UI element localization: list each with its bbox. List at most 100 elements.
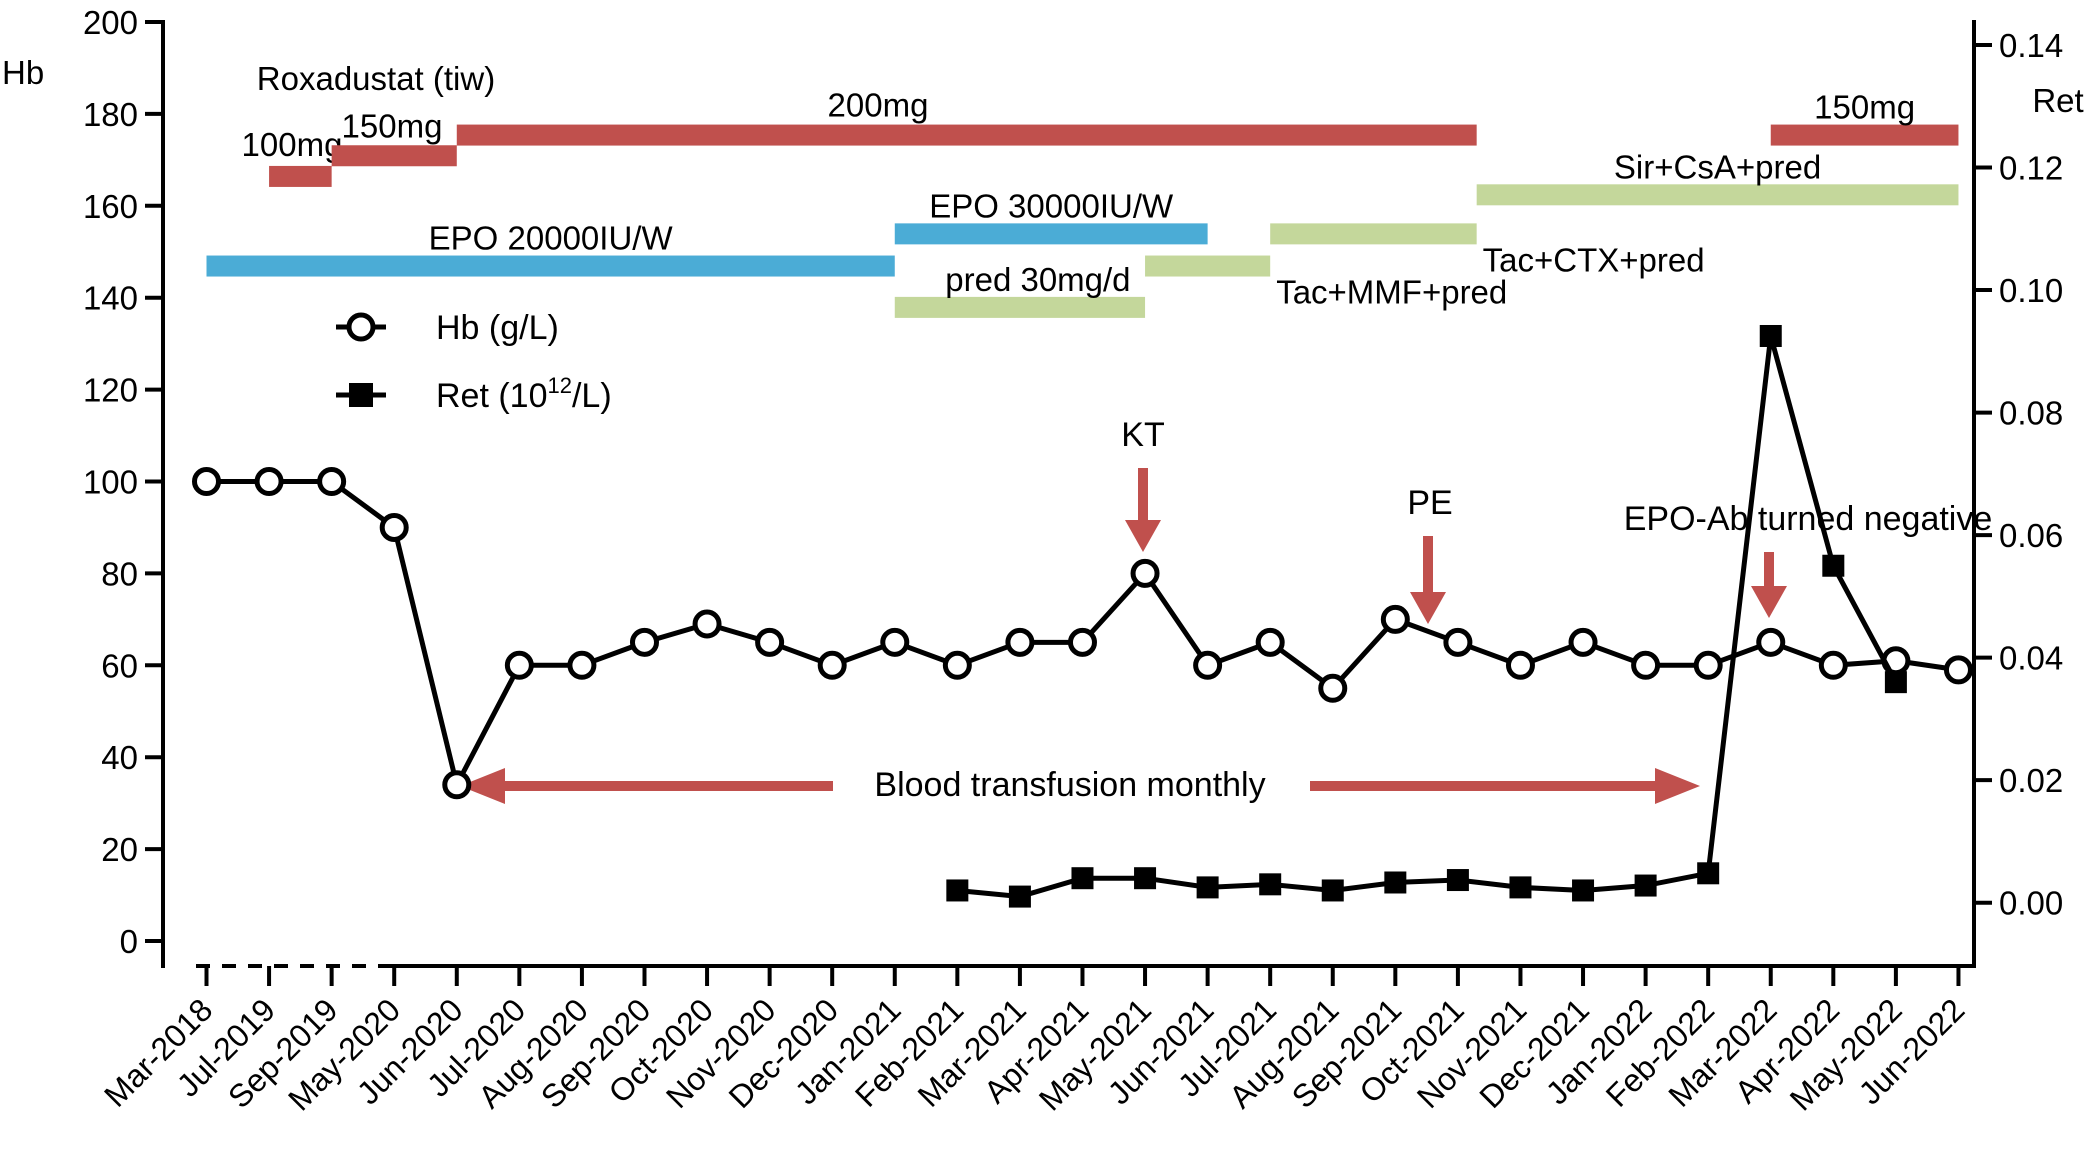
treatment-bar xyxy=(1145,255,1271,277)
treatment-bar-label: EPO 30000IU/W xyxy=(929,187,1174,224)
annotation-label: EPO-Ab turned negative xyxy=(1624,500,1993,538)
transfusion-arrow: Blood transfusion monthly xyxy=(460,766,1700,804)
hb-point xyxy=(1005,627,1035,657)
right-tick-label: 0.14 xyxy=(1999,27,2063,64)
left-tick-label: 140 xyxy=(83,280,138,317)
treatment-bar-label: Tac+MMF+pred xyxy=(1276,274,1507,311)
treatment-bar-label: Tac+CTX+pred xyxy=(1483,241,1705,278)
hb-point xyxy=(1380,604,1410,634)
hb-point xyxy=(567,650,597,680)
ret-point xyxy=(1321,879,1344,902)
left-tick-label: 0 xyxy=(120,923,138,960)
hb-point xyxy=(1818,650,1848,680)
left-tick-label: 100 xyxy=(83,464,138,501)
treatment-bar-label: 150mg xyxy=(1814,89,1915,126)
hb-point xyxy=(317,467,347,496)
ret-point xyxy=(946,879,969,902)
treatment-bar-label: 100mg xyxy=(242,126,343,163)
left-ticks: 0 20 40 60 80 100 120 140 160 180 200 xyxy=(83,4,163,960)
ret-point xyxy=(1697,862,1720,885)
hb-point xyxy=(1443,627,1473,657)
hb-point xyxy=(1631,650,1661,680)
legend-item-hb: Hb (g/L) xyxy=(336,309,559,347)
right-tick-label: 0.12 xyxy=(1999,150,2063,187)
ret-point xyxy=(1509,876,1532,899)
annotation-arrow-head xyxy=(1751,586,1787,618)
ret-series xyxy=(946,324,1907,908)
right-tick-label: 0.10 xyxy=(1999,272,2063,309)
x-ticks: Mar-2018Jul-2019Sep-2019May-2020Jun-2020… xyxy=(97,966,1971,1118)
ret-point xyxy=(1134,867,1157,890)
annotation-label: KT xyxy=(1121,416,1164,454)
left-tick-label: 120 xyxy=(83,372,138,409)
hb-point xyxy=(755,627,785,657)
hb-point xyxy=(1067,627,1097,657)
treatment-bar xyxy=(1770,124,1959,146)
ret-point xyxy=(1634,874,1657,897)
treatment-bar xyxy=(894,223,1208,245)
hb-point xyxy=(1943,655,1973,685)
hb-point xyxy=(192,467,221,496)
hb-series xyxy=(192,467,1973,800)
left-tick-label: 180 xyxy=(83,96,138,133)
left-tick-label: 20 xyxy=(101,831,138,868)
treatment-bar-label: EPO 20000IU/W xyxy=(429,220,674,257)
ret-point xyxy=(1572,879,1595,902)
legend: Hb (g/L) Ret (1012/L) xyxy=(336,309,612,415)
treatment-bar-label: 200mg xyxy=(828,87,929,124)
right-tick-label: 0.08 xyxy=(1999,395,2063,432)
hb-point xyxy=(1505,650,1535,680)
hb-point xyxy=(692,609,722,639)
ret-point xyxy=(1446,869,1469,892)
right-tick-label: 0.02 xyxy=(1999,762,2063,799)
hb-point xyxy=(817,650,847,680)
treatment-bar-label: 150mg xyxy=(342,107,443,144)
legend-ret-marker xyxy=(349,383,373,407)
ret-point xyxy=(1822,554,1845,577)
left-axis-label: Hb xyxy=(2,54,44,91)
legend-item-ret: Ret (1012/L) xyxy=(336,373,612,415)
hb-point xyxy=(1130,558,1160,588)
hb-point xyxy=(254,467,284,496)
axes xyxy=(161,20,1976,968)
hb-point xyxy=(1255,627,1285,657)
treatment-bar-label: pred 30mg/d xyxy=(945,261,1130,298)
treatment-bar xyxy=(1270,223,1477,245)
hb-point xyxy=(942,650,972,680)
left-tick-label: 160 xyxy=(83,188,138,225)
hb-point xyxy=(442,770,472,800)
treatment-bar xyxy=(894,296,1146,318)
roxadustat-title: Roxadustat (tiw) xyxy=(257,60,495,97)
annotations: KT PE EPO-Ab turned negative xyxy=(1121,416,1992,624)
hb-point xyxy=(1193,650,1223,680)
treatment-bar xyxy=(269,165,332,187)
ret-point xyxy=(1196,876,1219,899)
treatment-bar xyxy=(206,255,895,277)
treatment-bar-label: Sir+CsA+pred xyxy=(1614,148,1821,185)
right-tick-label: 0.04 xyxy=(1999,640,2063,677)
annotation-arrow-head xyxy=(1125,520,1161,552)
hb-point xyxy=(379,512,409,542)
ret-point xyxy=(1759,324,1782,347)
transfusion-label: Blood transfusion monthly xyxy=(874,766,1265,804)
treatment-bar xyxy=(1476,184,1959,206)
left-tick-label: 200 xyxy=(83,4,138,41)
right-axis-label: Ret xyxy=(2032,82,2083,119)
legend-ret-label: Ret (1012/L) xyxy=(436,373,612,415)
right-ticks: 0.00 0.02 0.04 0.06 0.08 0.10 0.12 0.14 xyxy=(1974,27,2063,922)
ret-point xyxy=(1071,867,1094,890)
ret-point xyxy=(1384,871,1407,894)
hb-point xyxy=(1693,650,1723,680)
ret-line xyxy=(957,335,1899,900)
hb-point xyxy=(504,650,534,680)
hb-point xyxy=(629,627,659,657)
left-tick-label: 60 xyxy=(101,647,138,684)
treatment-bar xyxy=(456,124,1477,146)
left-tick-label: 80 xyxy=(101,555,138,592)
hb-point xyxy=(1756,627,1786,657)
hb-point xyxy=(1318,673,1348,703)
legend-hb-label: Hb (g/L) xyxy=(436,309,559,347)
hb-point xyxy=(1568,627,1598,657)
